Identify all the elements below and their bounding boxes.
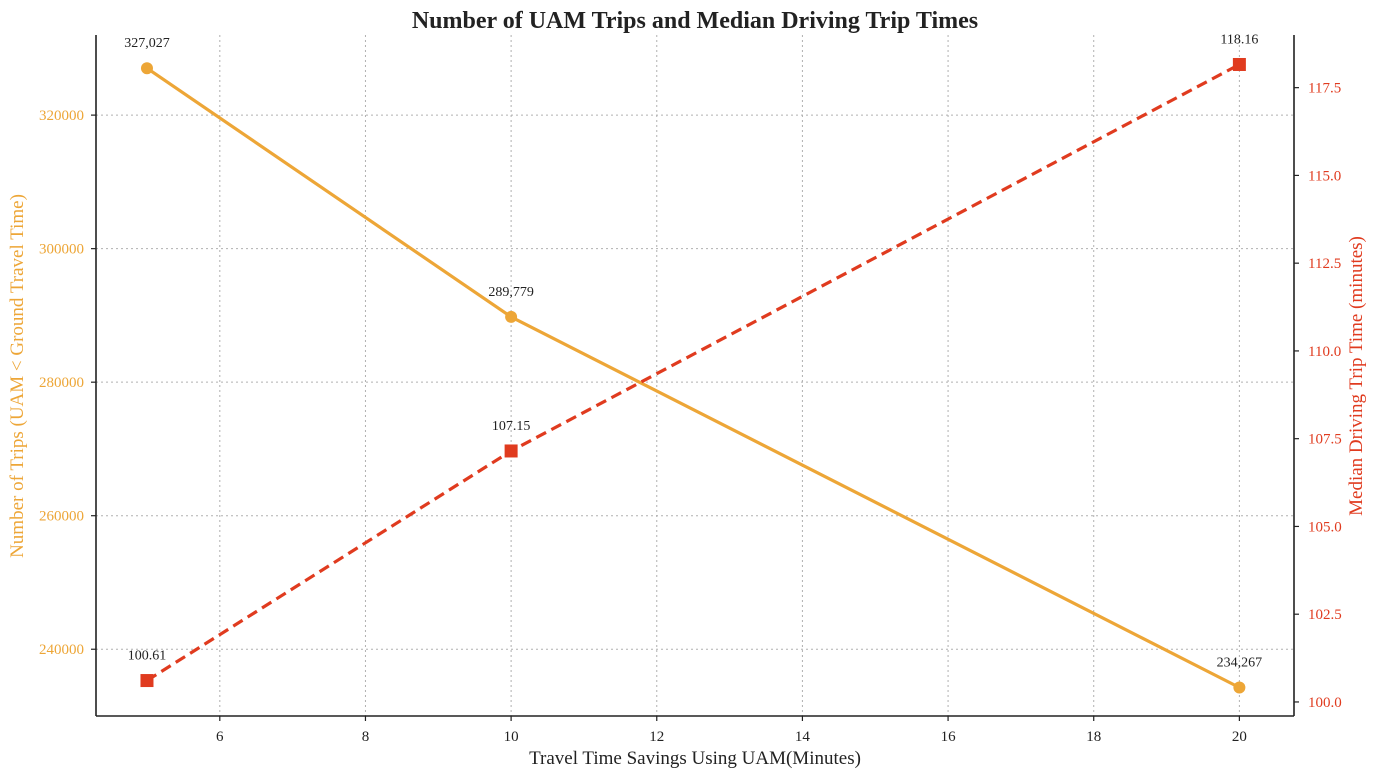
left-series-point [140, 62, 153, 75]
x-tick-label: 6 [216, 729, 224, 745]
left-y-tick-label: 260000 [39, 509, 84, 525]
right-series-data-label: 118.16 [1220, 32, 1258, 47]
tick-layer: 6 8 10 12 14 16 18 20 240000 260000 280000 300000 32… [39, 81, 1342, 745]
x-tick-label: 12 [649, 729, 664, 745]
right-series-data-label: 100.61 [128, 649, 167, 664]
x-tick-label: 14 [795, 729, 811, 745]
left-y-tick-label: 240000 [39, 642, 84, 658]
left-y-tick-label: 320000 [39, 108, 84, 124]
right-y-tick-label: 100.0 [1308, 695, 1342, 711]
left-series-point [1233, 681, 1246, 694]
right-series-data-label: 107.15 [492, 419, 531, 434]
axes-spines [95, 35, 1295, 717]
left-series-data-label: 327,027 [124, 36, 170, 51]
right-y-tick-label: 107.5 [1308, 432, 1342, 448]
right-series-point [504, 444, 518, 458]
chart-title: Number of UAM Trips and Median Driving T… [412, 8, 978, 34]
left-y-tick-label: 280000 [39, 375, 84, 391]
right-y-tick-label: 112.5 [1308, 256, 1341, 272]
x-tick-label: 8 [362, 729, 370, 745]
right-series-point [1232, 57, 1246, 71]
x-tick-label: 10 [504, 729, 519, 745]
grid-layer [96, 35, 1294, 716]
left-y-tick-label: 300000 [39, 242, 84, 258]
data-label-layer: 327,027 289,779 234,267 100.61 107.15 118.16 [124, 32, 1262, 670]
x-axis-label: Travel Time Savings Using UAM(Minutes) [529, 748, 861, 769]
left-series-data-label: 289,779 [488, 285, 534, 300]
right-series-line [146, 63, 1241, 682]
series-layer [140, 57, 1246, 694]
left-series-point [505, 310, 518, 323]
left-series-data-label: 234,267 [1217, 656, 1263, 671]
x-tick-label: 20 [1232, 729, 1247, 745]
right-y-axis-label: Median Driving Trip Time (minutes) [1346, 236, 1367, 516]
right-y-tick-label: 105.0 [1308, 519, 1342, 535]
right-y-tick-label: 117.5 [1308, 81, 1341, 97]
x-tick-label: 16 [941, 729, 957, 745]
right-y-tick-label: 115.0 [1308, 168, 1341, 184]
x-tick-label: 18 [1086, 729, 1101, 745]
left-series-line [146, 66, 1241, 689]
right-y-tick-label: 110.0 [1308, 344, 1341, 360]
right-series-point [140, 674, 154, 688]
left-y-axis-label: Number of Trips (UAM < Ground Travel Tim… [7, 194, 28, 558]
right-y-tick-label: 102.5 [1308, 607, 1342, 623]
